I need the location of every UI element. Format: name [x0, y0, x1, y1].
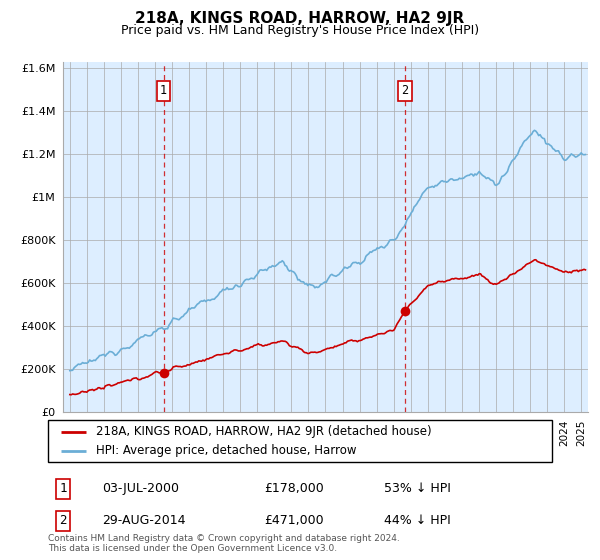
Text: 53% ↓ HPI: 53% ↓ HPI	[384, 482, 451, 496]
Text: 2: 2	[401, 84, 409, 97]
Text: 1: 1	[160, 84, 167, 97]
Text: 44% ↓ HPI: 44% ↓ HPI	[384, 514, 451, 528]
Text: 218A, KINGS ROAD, HARROW, HA2 9JR (detached house): 218A, KINGS ROAD, HARROW, HA2 9JR (detac…	[96, 425, 431, 438]
Text: £178,000: £178,000	[264, 482, 324, 496]
Text: 03-JUL-2000: 03-JUL-2000	[102, 482, 179, 496]
Text: 29-AUG-2014: 29-AUG-2014	[102, 514, 185, 528]
FancyBboxPatch shape	[48, 420, 552, 462]
Text: Contains HM Land Registry data © Crown copyright and database right 2024.
This d: Contains HM Land Registry data © Crown c…	[48, 534, 400, 553]
Text: 2: 2	[59, 514, 67, 528]
Text: HPI: Average price, detached house, Harrow: HPI: Average price, detached house, Harr…	[96, 444, 356, 457]
Text: £471,000: £471,000	[264, 514, 323, 528]
Text: 1: 1	[59, 482, 67, 496]
Text: Price paid vs. HM Land Registry's House Price Index (HPI): Price paid vs. HM Land Registry's House …	[121, 24, 479, 37]
Text: 218A, KINGS ROAD, HARROW, HA2 9JR: 218A, KINGS ROAD, HARROW, HA2 9JR	[136, 11, 464, 26]
